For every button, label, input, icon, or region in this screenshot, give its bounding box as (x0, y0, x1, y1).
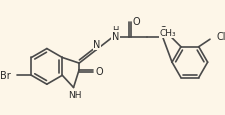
Text: N: N (112, 32, 119, 42)
Text: O: O (132, 17, 140, 27)
Text: Cl: Cl (216, 32, 225, 42)
Text: N: N (93, 40, 100, 50)
Text: CH₃: CH₃ (159, 29, 175, 38)
Text: O: O (159, 26, 167, 36)
Text: NH: NH (68, 90, 81, 99)
Text: Br: Br (0, 71, 11, 81)
Text: H: H (112, 26, 118, 34)
Text: O: O (95, 66, 102, 76)
